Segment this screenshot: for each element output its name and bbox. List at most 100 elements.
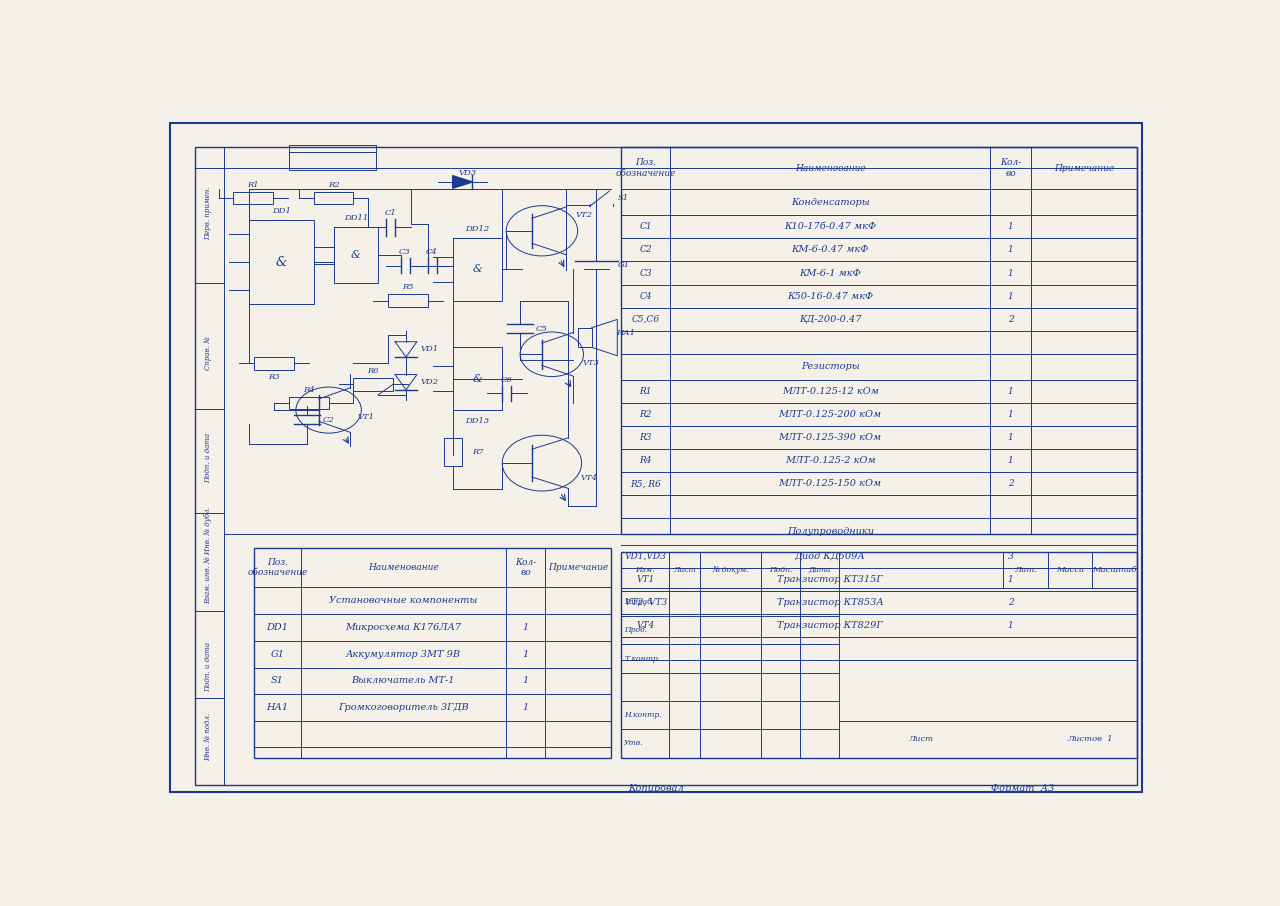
Text: Н.контр.: Н.контр. <box>625 711 662 719</box>
Text: Резисторы: Резисторы <box>801 362 860 371</box>
Text: Разраб.: Разраб. <box>625 598 654 606</box>
Text: Поз.
обозначение: Поз. обозначение <box>616 159 676 178</box>
Text: R7: R7 <box>472 448 484 456</box>
Bar <box>444 438 462 466</box>
Text: Копировал: Копировал <box>628 785 684 794</box>
Text: VD2: VD2 <box>421 378 439 386</box>
Text: 1: 1 <box>1007 387 1014 396</box>
Text: C3: C3 <box>399 248 411 256</box>
Text: Кол-
во: Кол- во <box>515 558 536 577</box>
Text: Лит.: Лит. <box>1014 566 1037 573</box>
Bar <box>453 237 502 301</box>
Bar <box>577 328 591 347</box>
Text: C2: C2 <box>640 246 652 255</box>
Text: 1: 1 <box>1007 268 1014 277</box>
Text: 1: 1 <box>522 676 529 685</box>
Text: Транзистор КТ315Г: Транзистор КТ315Г <box>777 574 883 583</box>
Text: Аккумулятор 3МТ 9В: Аккумулятор 3МТ 9В <box>346 650 461 659</box>
Text: Т.контр.: Т.контр. <box>625 655 660 662</box>
Bar <box>334 227 379 283</box>
Text: 1: 1 <box>1007 246 1014 255</box>
Text: &: & <box>351 250 361 260</box>
Bar <box>314 192 353 204</box>
Text: VD3: VD3 <box>458 169 476 177</box>
Text: Изм.: Изм. <box>636 566 655 573</box>
Text: 1: 1 <box>1007 456 1014 465</box>
Bar <box>453 347 502 410</box>
Text: Выключатель МТ-1: Выключатель МТ-1 <box>352 676 456 685</box>
Text: R1: R1 <box>247 181 259 188</box>
Text: Полупроводники: Полупроводники <box>787 527 874 536</box>
Text: 1: 1 <box>1007 410 1014 419</box>
Text: К10-17б-0.47 мкФ: К10-17б-0.47 мкФ <box>785 223 877 231</box>
Text: 1: 1 <box>1007 621 1014 630</box>
Text: Диод КД509А: Диод КД509А <box>795 552 865 561</box>
Text: Конденсаторы: Конденсаторы <box>791 198 869 207</box>
Bar <box>289 397 329 410</box>
Text: VD1: VD1 <box>421 345 439 353</box>
Text: R4: R4 <box>640 456 652 465</box>
Text: Перв. примен.: Перв. примен. <box>204 187 211 240</box>
Text: 1: 1 <box>522 650 529 659</box>
Text: R6: R6 <box>367 367 379 375</box>
Text: 1: 1 <box>1007 433 1014 442</box>
Text: Справ. №: Справ. № <box>204 336 211 370</box>
Bar <box>388 294 428 307</box>
Text: C5,C6: C5,C6 <box>632 314 660 323</box>
Text: C4: C4 <box>640 292 652 301</box>
Bar <box>233 192 273 204</box>
Text: Подп. и дата: Подп. и дата <box>204 432 211 483</box>
Text: &: & <box>276 255 287 269</box>
Text: R4: R4 <box>303 386 315 394</box>
Text: Формат  А3: Формат А3 <box>991 785 1055 794</box>
Bar <box>289 145 376 152</box>
Bar <box>621 552 1137 757</box>
Text: МЛТ-0.125-390 кОм: МЛТ-0.125-390 кОм <box>778 433 882 442</box>
Text: Кол-
во: Кол- во <box>1000 159 1021 178</box>
Text: Проб.: Проб. <box>625 626 648 634</box>
Text: № докум.: № докум. <box>712 566 749 573</box>
Text: C6: C6 <box>500 376 512 384</box>
Text: DD1: DD1 <box>266 623 288 632</box>
Text: R3: R3 <box>269 372 280 381</box>
Text: VD1,VD3: VD1,VD3 <box>625 552 667 561</box>
Text: МЛТ-0.125-200 кОм: МЛТ-0.125-200 кОм <box>778 410 882 419</box>
Text: 2: 2 <box>1007 598 1014 607</box>
Text: 2: 2 <box>1007 314 1014 323</box>
Text: DD1: DD1 <box>273 207 291 216</box>
Text: Лист: Лист <box>673 566 696 573</box>
Text: 1: 1 <box>1007 292 1014 301</box>
Text: C1: C1 <box>640 223 652 231</box>
Text: 2: 2 <box>1007 479 1014 488</box>
Text: C1: C1 <box>384 209 396 217</box>
Text: C4: C4 <box>426 248 438 256</box>
Text: Наименование: Наименование <box>367 563 439 572</box>
Text: VT4: VT4 <box>581 475 598 483</box>
Text: МЛТ-0.125-12 кОм: МЛТ-0.125-12 кОм <box>782 387 878 396</box>
Text: КД-200-0.47: КД-200-0.47 <box>799 314 861 323</box>
Bar <box>621 147 1137 535</box>
Text: Взам. инв. № Инв. № дубл.: Взам. инв. № Инв. № дубл. <box>204 506 211 604</box>
Text: 1: 1 <box>522 703 529 712</box>
Text: МЛТ-0.125-150 кОм: МЛТ-0.125-150 кОм <box>778 479 882 488</box>
Text: МЛТ-0.125-2 кОм: МЛТ-0.125-2 кОм <box>785 456 876 465</box>
Text: C5: C5 <box>536 325 548 333</box>
Bar <box>255 357 294 370</box>
Text: НА1: НА1 <box>616 330 635 337</box>
Text: 1: 1 <box>522 623 529 632</box>
Text: DD12: DD12 <box>466 225 489 233</box>
Text: Лист: Лист <box>909 736 934 743</box>
Text: НА1: НА1 <box>266 703 288 712</box>
Text: Масштаб: Масштаб <box>1093 566 1137 573</box>
Text: Микросхема К176ЛА7: Микросхема К176ЛА7 <box>346 623 461 632</box>
Text: Наименование: Наименование <box>795 163 865 172</box>
Text: S1: S1 <box>618 194 628 202</box>
Text: Транзистор КТ853А: Транзистор КТ853А <box>777 598 883 607</box>
Text: Установочные компоненты: Установочные компоненты <box>329 596 477 605</box>
Text: VT3: VT3 <box>582 359 600 367</box>
Text: Масса: Масса <box>1056 566 1084 573</box>
Bar <box>289 152 376 170</box>
Text: Поз.
обозначение: Поз. обозначение <box>247 558 307 577</box>
Text: G1: G1 <box>618 261 630 269</box>
Text: R2: R2 <box>328 181 339 188</box>
